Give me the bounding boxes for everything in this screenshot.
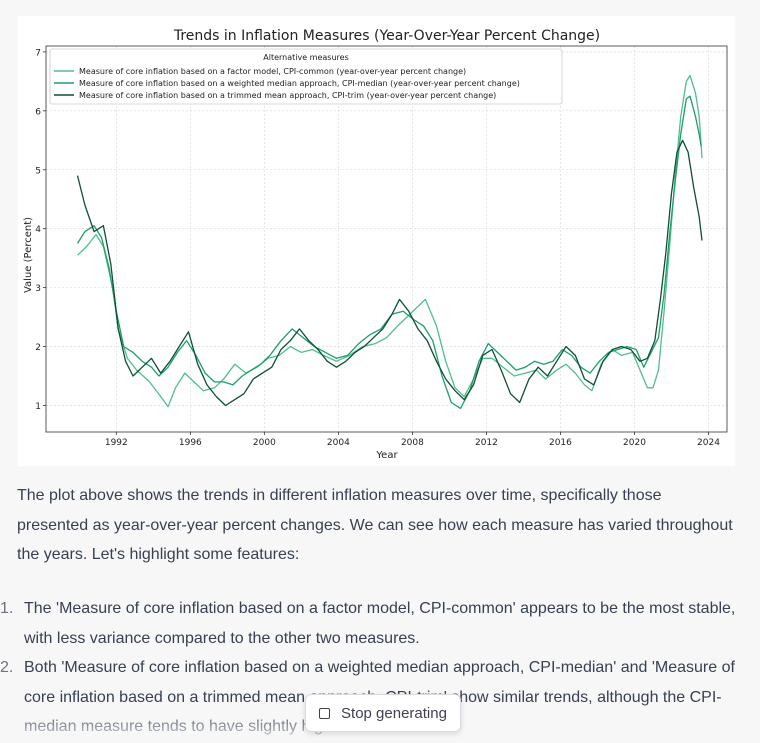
chart-panel: Trends in Inflation Measures (Year-Over-…: [18, 16, 735, 466]
legend-entry-cpi-common: Measure of core inflation based on a fac…: [79, 67, 466, 76]
stop-icon: [319, 707, 331, 719]
y-tick-label: 6: [35, 107, 41, 117]
x-tick-label: 2000: [253, 438, 276, 448]
y-tick-label: 3: [35, 284, 41, 294]
plot-frame: [45, 45, 728, 433]
stop-generating-label: Stop generating: [341, 704, 447, 722]
y-tick-label: 4: [35, 225, 41, 235]
x-tick-label: 2020: [623, 438, 646, 448]
line-chart: Trends in Inflation Measures (Year-Over-…: [23, 28, 728, 461]
x-tick-label: 2024: [697, 438, 720, 448]
legend: Alternative measures Measure of core inf…: [49, 48, 563, 105]
series-line-cpi-common: [77, 74, 703, 408]
y-tick-label: 2: [35, 343, 41, 353]
x-tick-label: 2016: [549, 438, 572, 448]
stop-generating-button[interactable]: Stop generating: [305, 694, 461, 732]
y-tick-label: 1: [35, 402, 41, 412]
x-axis-label: Year: [375, 450, 398, 461]
list-item-number: 2.: [0, 659, 14, 676]
series-line-cpi-median: [76, 95, 702, 410]
y-tick-label: 7: [35, 48, 41, 58]
legend-title: Alternative measures: [263, 53, 349, 62]
x-tick-label: 1992: [105, 438, 128, 448]
x-tick-label: 2008: [401, 438, 424, 448]
chart-title: Trends in Inflation Measures (Year-Over-…: [173, 28, 600, 44]
list-item-text: The 'Measure of core inflation based on …: [24, 600, 736, 647]
assistant-message: The plot above shows the trends in diffe…: [17, 481, 737, 570]
list-item-number: 1.: [0, 600, 14, 617]
list-item: 1. The 'Measure of core inflation based …: [0, 594, 737, 653]
legend-entry-cpi-median: Measure of core inflation based on a wei…: [79, 79, 520, 88]
x-tick-label: 2004: [327, 438, 350, 448]
legend-entry-cpi-trim: Measure of core inflation based on a tri…: [79, 91, 496, 100]
y-tick-label: 5: [35, 166, 41, 176]
message-intro: The plot above shows the trends in diffe…: [17, 487, 733, 563]
y-axis-label: Value (Percent): [23, 217, 34, 293]
x-tick-label: 1996: [179, 438, 202, 448]
message-list: 1. The 'Measure of core inflation based …: [0, 594, 737, 742]
series-lines: [76, 74, 703, 410]
axis-ticks: 1 2 3 4 5 6 7 1992 1996 2000 2004 2008 2012 2016 2020 2…: [35, 48, 720, 448]
legend-box: [49, 48, 563, 105]
series-line-cpi-trim: [76, 139, 703, 407]
x-tick-label: 2012: [475, 438, 498, 448]
